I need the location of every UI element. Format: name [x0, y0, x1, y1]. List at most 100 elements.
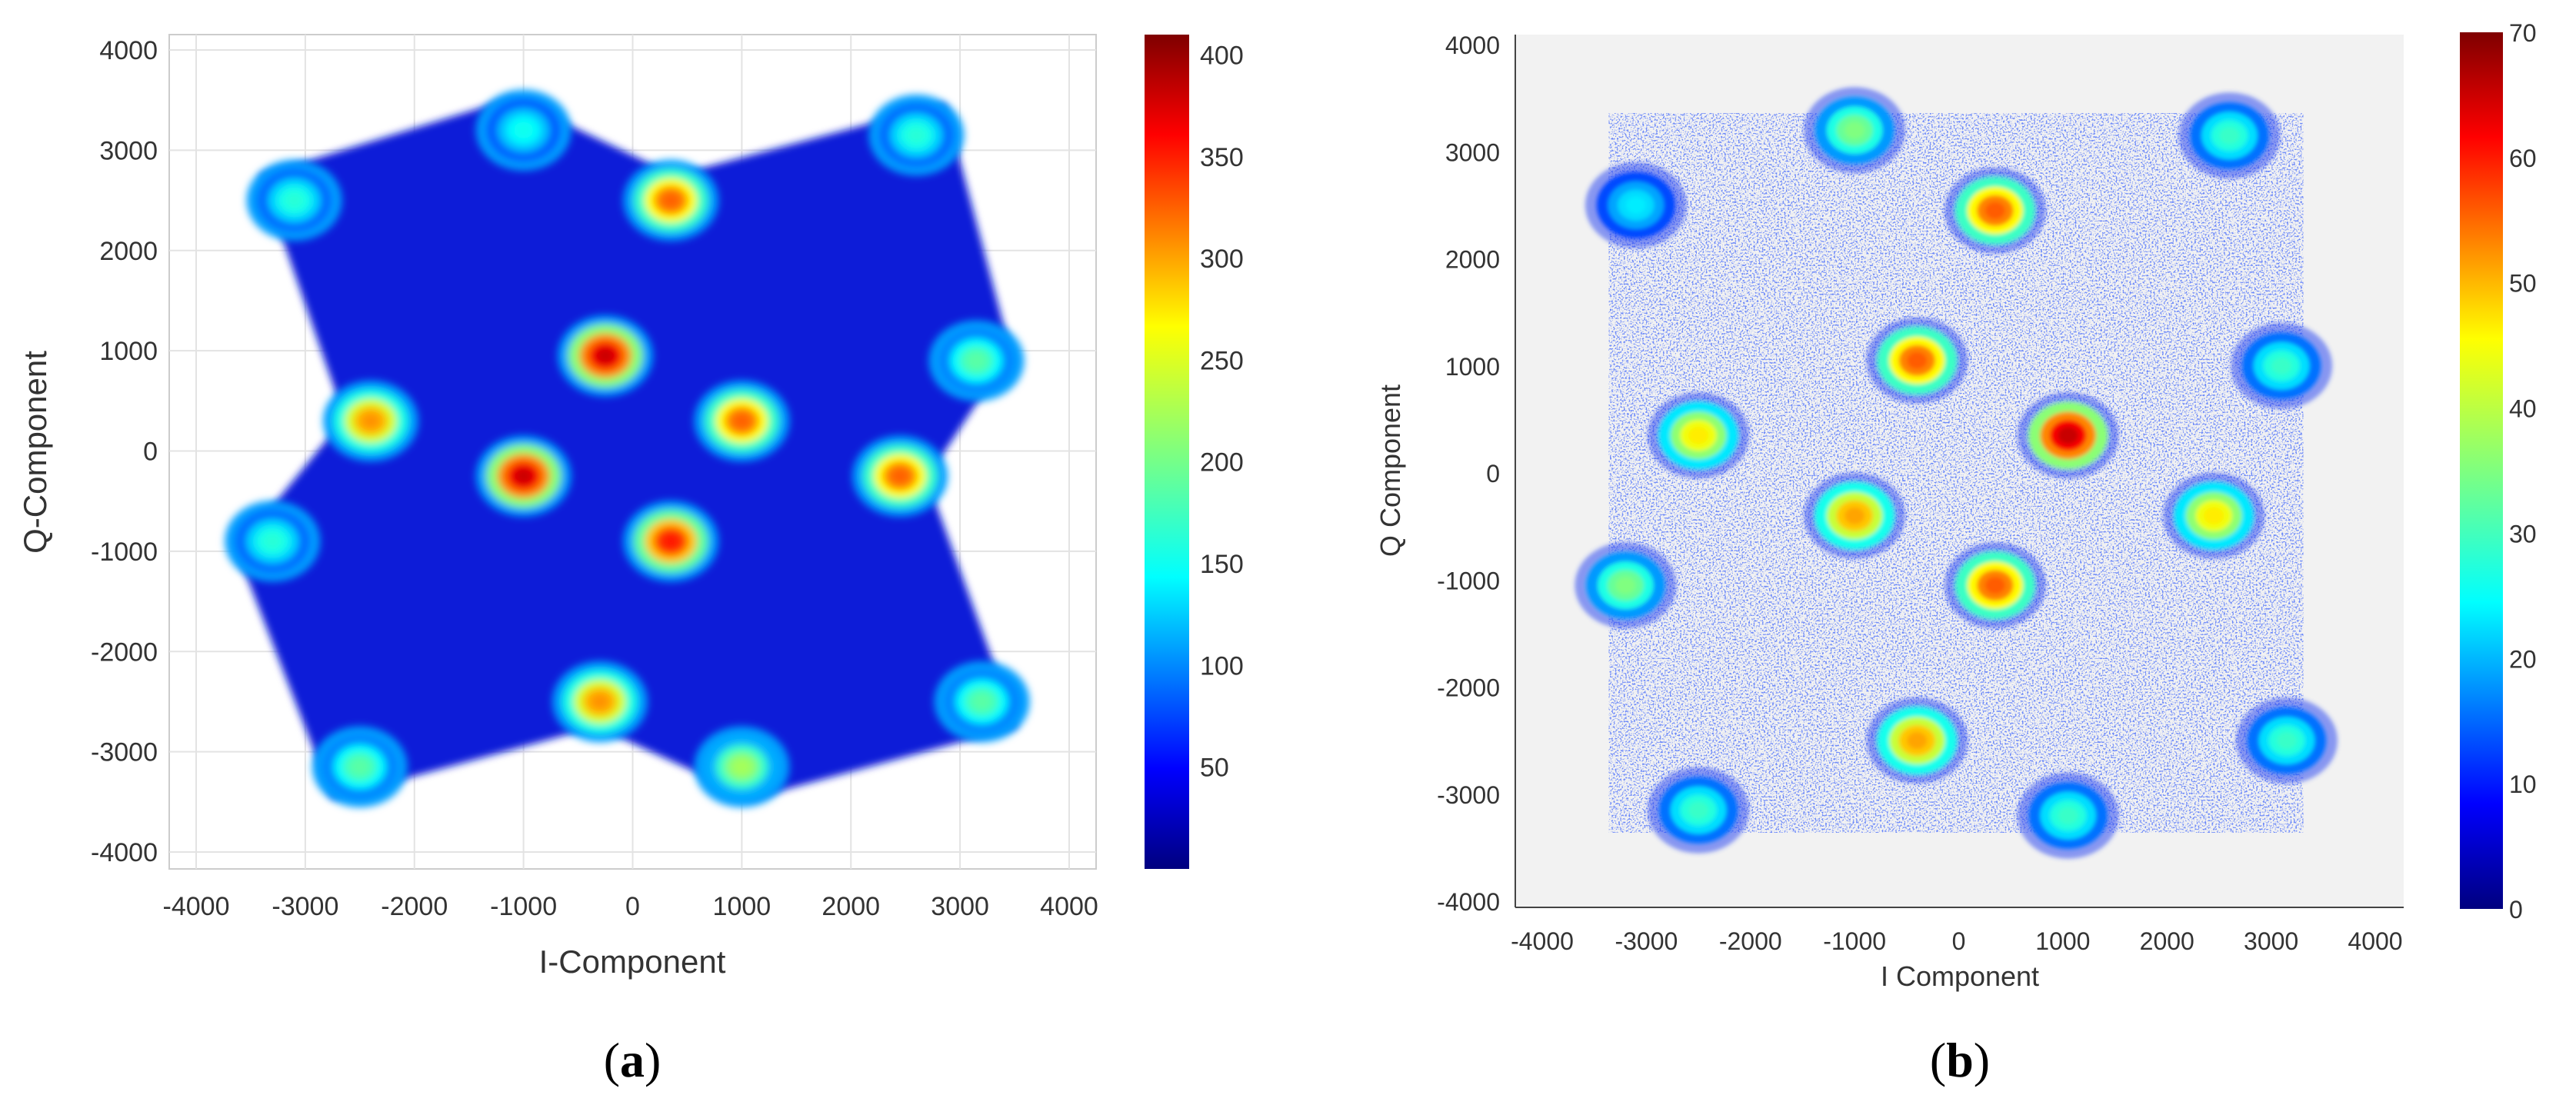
constellation-point	[1648, 392, 1750, 479]
chart-a: -4000 -3000 -2000 -1000 0 1000 2000 3000 4000 -4…	[17, 34, 1244, 1087]
y-tick-label: -4000	[91, 838, 158, 867]
constellation-point	[1648, 767, 1750, 854]
x-tick-label: -4000	[1511, 927, 1574, 955]
x-tick-label: 4000	[2348, 927, 2402, 955]
x-tick-label: 3000	[2244, 927, 2298, 955]
chart-b: -4000 -3000 -2000 -1000 0 1000 2000 3000 4000 -4…	[1375, 19, 2537, 1087]
colorbar-tick-label: 50	[2509, 270, 2537, 298]
constellation-point	[2235, 697, 2338, 784]
y-tick-label: 0	[1486, 460, 1500, 488]
x-tick-label: -1000	[1823, 927, 1886, 955]
constellation-point	[934, 661, 1030, 743]
x-tick-label: -2000	[1719, 927, 1782, 955]
x-tick-label: -4000	[163, 892, 230, 921]
constellation-point	[868, 95, 965, 176]
x-axis-title: I-Component	[539, 944, 726, 980]
colorbar-tick-label: 400	[1200, 41, 1244, 70]
constellation-point	[1944, 167, 2046, 254]
constellation-point	[1585, 161, 1687, 248]
constellation-point	[323, 380, 418, 462]
constellation-point	[475, 89, 572, 171]
x-tick-label: 0	[625, 892, 640, 921]
y-tick-label: 0	[143, 438, 158, 467]
x-tick-label: 2000	[821, 892, 880, 921]
colorbar-tick-label: 30	[2509, 520, 2537, 548]
constellation-point	[2017, 772, 2119, 859]
x-tick-label: -3000	[272, 892, 338, 921]
constellation-point	[623, 501, 719, 582]
constellation-point	[1944, 542, 2046, 629]
x-tick-labels: -4000 -3000 -2000 -1000 0 1000 2000 3000 4000	[163, 892, 1098, 921]
y-tick-label: -2000	[1437, 674, 1500, 702]
colorbar	[1145, 35, 1189, 869]
y-tick-label: -3000	[91, 738, 158, 767]
constellation-point	[694, 380, 790, 462]
x-tick-label: 1000	[2035, 927, 2090, 955]
colorbar-tick-labels: 0 10 20 30 40 50 60 70	[2509, 19, 2537, 924]
colorbar-tick-label: 60	[2509, 145, 2537, 172]
y-tick-label: -3000	[1437, 781, 1500, 809]
colorbar-tick-label: 10	[2509, 771, 2537, 798]
y-tick-label: -2000	[91, 637, 158, 667]
constellation-point	[312, 726, 408, 807]
y-tick-label: 2000	[99, 237, 158, 266]
x-axis-title: I Component	[1881, 960, 2039, 992]
constellation-point	[1866, 317, 1968, 404]
constellation-point	[475, 435, 572, 517]
x-tick-label: -1000	[490, 892, 557, 921]
constellation-clusters	[1575, 87, 2338, 859]
colorbar-tick-label: 300	[1200, 245, 1244, 274]
colorbar-tick-label: 20	[2509, 645, 2537, 673]
constellation-point	[2017, 392, 2119, 479]
y-tick-label: 4000	[1445, 32, 1500, 59]
constellation-point	[1866, 697, 1968, 784]
colorbar-tick-labels: 50 100 150 200 250 300 350 400	[1200, 41, 1244, 782]
y-tick-label: 2000	[1445, 246, 1500, 274]
constellation-point	[225, 501, 321, 582]
x-tick-labels: -4000 -3000 -2000 -1000 0 1000 2000 3000 4000	[1511, 927, 2403, 955]
colorbar-tick-label: 70	[2509, 19, 2537, 47]
constellation-point	[1804, 472, 1906, 559]
constellation-point	[552, 661, 648, 743]
y-tick-label: -1000	[91, 538, 158, 567]
y-tick-labels: -4000 -3000 -2000 -1000 0 1000 2000 3000 4000	[91, 36, 158, 867]
constellation-point	[694, 726, 790, 807]
x-tick-label: 3000	[931, 892, 989, 921]
colorbar-tick-label: 50	[1200, 754, 1229, 783]
colorbar-tick-label: 0	[2509, 896, 2523, 924]
colorbar-tick-label: 250	[1200, 346, 1244, 375]
colorbar-tick-label: 100	[1200, 651, 1244, 681]
y-axis-title: Q Component	[1375, 384, 1406, 557]
y-tick-label: -1000	[1437, 567, 1500, 594]
constellation-point	[558, 315, 654, 397]
constellation-clusters	[225, 89, 1030, 807]
y-tick-label: 3000	[1445, 138, 1500, 166]
colorbar-tick-label: 150	[1200, 550, 1244, 579]
y-tick-label: 3000	[99, 136, 158, 165]
colorbar-tick-label: 40	[2509, 395, 2537, 423]
x-tick-label: -2000	[381, 892, 448, 921]
y-tick-label: 4000	[99, 36, 158, 65]
colorbar	[2460, 32, 2503, 909]
colorbar-tick-label: 200	[1200, 448, 1244, 478]
constellation-point	[623, 159, 719, 241]
constellation-point	[2178, 92, 2281, 179]
y-tick-label: -4000	[1437, 888, 1500, 916]
colorbar-tick-label: 350	[1200, 143, 1244, 172]
constellation-point	[246, 159, 342, 241]
caption-b: (b)	[1930, 1033, 1990, 1087]
constellation-point	[1575, 542, 1677, 629]
x-tick-label: 1000	[713, 892, 771, 921]
constellation-point	[1804, 87, 1906, 174]
constellation-point	[2231, 322, 2333, 409]
constellation-point	[852, 435, 948, 517]
constellation-body	[236, 98, 1017, 799]
y-axis-title: Q-Component	[17, 351, 53, 554]
caption-a: (a)	[604, 1033, 661, 1087]
y-tick-label: 1000	[1445, 353, 1500, 381]
x-tick-label: 4000	[1040, 892, 1098, 921]
constellation-point	[2163, 472, 2265, 559]
constellation-scatter	[1608, 113, 2304, 833]
x-tick-label: 2000	[2140, 927, 2194, 955]
